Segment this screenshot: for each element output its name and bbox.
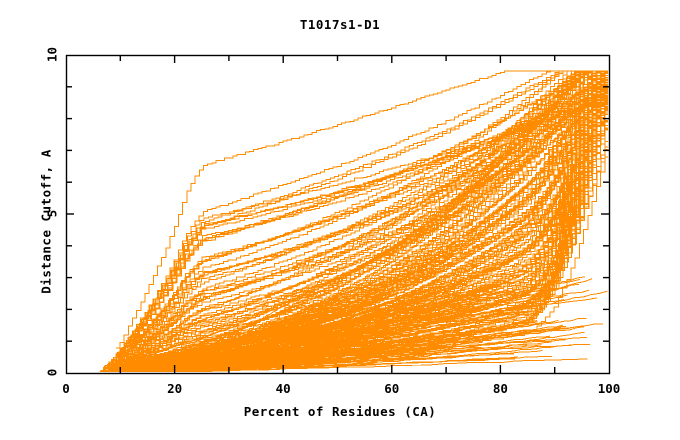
x-tick-label: 20 (167, 381, 183, 396)
model-curve (161, 354, 432, 372)
model-curve (115, 287, 414, 372)
model-curve (118, 70, 608, 364)
model-curve (111, 70, 608, 365)
curve-bundle (96, 70, 608, 372)
model-curve (120, 322, 323, 372)
model-curve (118, 70, 608, 354)
model-curve (114, 320, 538, 372)
model-curve (115, 70, 608, 349)
model-curve (116, 324, 361, 372)
model-curve (101, 346, 454, 372)
model-curve (113, 323, 603, 372)
x-tick-label: 60 (384, 381, 400, 396)
y-tick-label: 5 (44, 209, 60, 218)
model-curve (115, 358, 515, 372)
model-curve (134, 281, 344, 372)
model-curve (105, 70, 608, 371)
model-curve (122, 282, 512, 372)
x-tick-label: 40 (275, 381, 291, 396)
y-tick-label: 10 (44, 46, 60, 63)
model-curve (144, 344, 572, 372)
model-curve (99, 70, 608, 372)
axis-frame (65, 54, 611, 375)
model-curve (149, 306, 422, 372)
model-curve (136, 283, 324, 372)
model-curve (101, 70, 608, 372)
model-curve (125, 330, 429, 372)
x-tick-label: 0 (62, 381, 70, 396)
model-curve (104, 70, 608, 372)
model-curve (114, 70, 608, 367)
page-title: T1017s1-D1 (299, 17, 381, 32)
x-tick-label: 100 (597, 381, 621, 396)
model-curve (113, 302, 317, 372)
x-axis-label: Percent of Residues (CA) (243, 404, 437, 419)
model-curve (115, 70, 608, 355)
model-curve (130, 278, 581, 372)
y-tick-label: 0 (44, 368, 60, 377)
x-tick-label: 80 (492, 381, 508, 396)
model-curve (114, 70, 608, 361)
model-curve (135, 353, 514, 372)
model-curve (125, 70, 608, 367)
model-curve (104, 70, 608, 369)
model-curve (119, 70, 608, 357)
model-curve (135, 325, 420, 372)
model-curve (108, 70, 608, 369)
model-curve (117, 70, 608, 356)
model-curve (109, 348, 432, 372)
model-curve (118, 70, 608, 364)
model-curve (107, 278, 469, 372)
model-curve (127, 275, 437, 372)
